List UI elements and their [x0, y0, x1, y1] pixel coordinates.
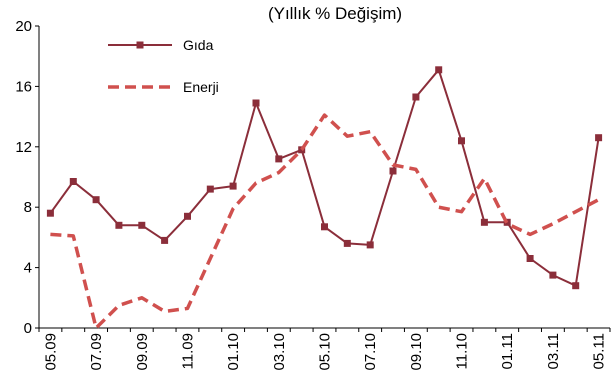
data-point-marker: [480, 218, 488, 226]
y-axis-ticks: 0 4 8 12 16 20: [15, 18, 39, 337]
x-tick-label: 05.10: [317, 333, 334, 371]
data-point-marker: [366, 241, 374, 249]
x-tick-label: 11.10: [454, 333, 471, 369]
legend-marker: [136, 41, 144, 49]
data-point-marker: [549, 271, 557, 279]
x-tick-label: 03.11: [545, 333, 562, 369]
x-tick-label: 07.09: [88, 333, 105, 371]
data-point-marker: [138, 221, 146, 229]
x-tick-label: 11.09: [179, 333, 196, 369]
x-tick-label: 09.10: [408, 333, 425, 371]
y-tick-label: 4: [24, 260, 32, 277]
chart-title: (Yıllık % Değişim): [268, 4, 402, 23]
data-point-marker: [343, 239, 351, 247]
axes: [38, 26, 610, 329]
legend-label-2: Enerji: [183, 79, 219, 95]
data-point-marker: [161, 236, 169, 244]
x-axis-ticks: 05.09 07.09 09.09 11.09 01.10 03.10 05.10 07.10…: [38, 328, 611, 371]
series-line-2: [50, 113, 600, 330]
y-tick-label: 12: [15, 139, 32, 156]
data-point-marker: [412, 93, 420, 101]
data-point-marker: [435, 66, 443, 74]
data-point-marker: [206, 185, 214, 193]
data-point-marker: [184, 212, 191, 220]
x-tick-label: 01.11: [499, 333, 516, 369]
data-point-marker: [321, 223, 328, 231]
data-point-marker: [115, 221, 123, 229]
y-tick-label: 16: [15, 78, 32, 95]
data-point-marker: [458, 137, 465, 145]
data-point-marker: [46, 209, 54, 217]
data-point-marker: [275, 155, 283, 163]
x-tick-label: 01.10: [225, 333, 242, 371]
x-tick-label: 09.09: [134, 333, 151, 371]
data-point-marker: [389, 167, 397, 175]
y-tick-label: 0: [24, 320, 32, 337]
legend: Gıda Enerji: [108, 37, 219, 95]
data-point-marker: [572, 282, 580, 290]
legend-label-1: Gıda: [183, 37, 214, 53]
x-tick-label: 03.10: [271, 333, 288, 371]
data-point-marker: [229, 182, 237, 190]
series-line-1: [49, 68, 600, 287]
data-point-marker: [69, 178, 77, 185]
x-tick-label: 05.09: [42, 333, 59, 371]
y-tick-label: 8: [24, 199, 32, 216]
data-point-marker: [526, 255, 534, 262]
x-tick-label: 07.10: [362, 333, 379, 371]
series-layer: [46, 66, 603, 330]
data-point-marker: [595, 134, 603, 142]
y-tick-label: 20: [15, 18, 32, 35]
x-tick-label: 05.11: [591, 333, 608, 369]
data-point-marker: [92, 196, 100, 204]
data-point-marker: [252, 99, 260, 107]
